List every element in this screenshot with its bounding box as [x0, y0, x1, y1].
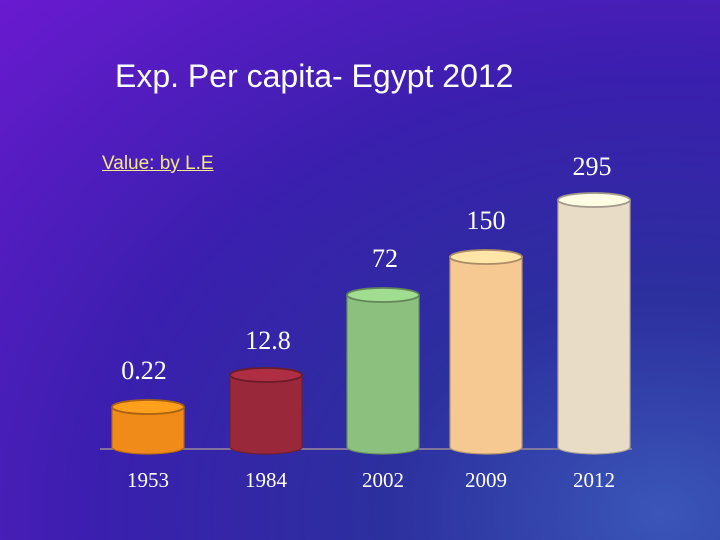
bar-1984	[229, 367, 303, 455]
bar-body-2009	[449, 256, 523, 455]
bar-top-1984	[229, 367, 303, 383]
bar-body-1984	[229, 374, 303, 455]
bar-body-1953	[111, 406, 185, 455]
value-unit-label: Value: by L.E	[102, 153, 214, 174]
category-label-1953: 1953	[127, 468, 169, 492]
value-label-1984: 12.8	[245, 326, 291, 355]
value-label-2009: 150	[467, 206, 506, 235]
bar-2002	[346, 287, 420, 455]
bar-body-2012	[557, 199, 631, 455]
slide-title: Exp. Per capita- Egypt 2012	[115, 58, 514, 94]
category-label-2012: 2012	[573, 468, 615, 492]
category-label-2002: 2002	[362, 468, 404, 492]
bar-1953	[111, 399, 185, 455]
value-label-1953: 0.22	[121, 356, 167, 385]
category-label-1984: 1984	[245, 468, 288, 492]
bar-top-2012	[557, 192, 631, 208]
bar-top-1953	[111, 399, 185, 415]
bar-top-2009	[449, 249, 523, 265]
bar-body-2002	[346, 294, 420, 455]
value-label-2012: 295	[573, 152, 612, 181]
bar-2012	[557, 192, 631, 455]
value-label-2002: 72	[372, 244, 398, 273]
bar-2009	[449, 249, 523, 455]
category-label-2009: 2009	[465, 468, 507, 492]
bar-top-2002	[346, 287, 420, 303]
